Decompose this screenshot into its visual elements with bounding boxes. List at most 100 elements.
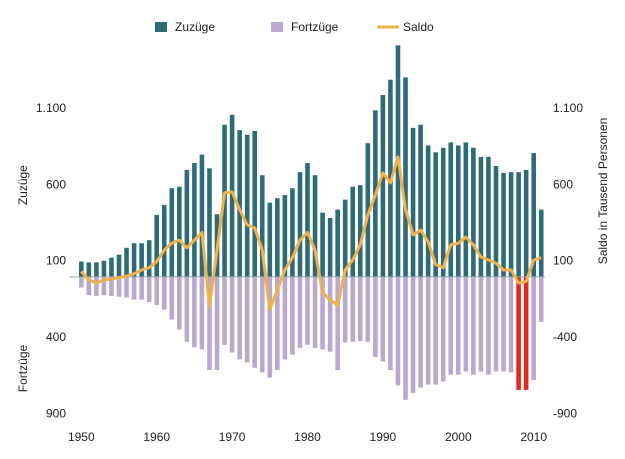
bar bbox=[124, 276, 129, 298]
bar bbox=[501, 172, 506, 277]
bar bbox=[86, 276, 92, 296]
bar bbox=[493, 276, 499, 372]
y-tick-label: 400 bbox=[46, 330, 66, 344]
bar bbox=[425, 145, 431, 277]
bar bbox=[410, 276, 416, 393]
bar bbox=[259, 276, 265, 373]
bar bbox=[252, 130, 258, 277]
bar bbox=[486, 276, 491, 375]
bar bbox=[275, 198, 280, 277]
bar bbox=[440, 147, 446, 277]
y-tick-label: 1.100 bbox=[36, 101, 66, 115]
bar bbox=[199, 276, 205, 350]
bar bbox=[320, 276, 325, 350]
bar bbox=[192, 163, 197, 277]
y-tick-label: 600 bbox=[46, 177, 66, 191]
bar bbox=[169, 188, 175, 277]
bar bbox=[139, 276, 144, 300]
bar bbox=[357, 185, 363, 277]
bar bbox=[478, 276, 484, 372]
bar bbox=[252, 276, 258, 368]
bar bbox=[388, 276, 393, 371]
bar bbox=[297, 276, 303, 348]
bar bbox=[335, 209, 340, 277]
y2-tick-label: 100 bbox=[553, 254, 573, 268]
bar bbox=[79, 261, 84, 277]
bar bbox=[192, 276, 197, 348]
bar bbox=[508, 276, 514, 373]
bar bbox=[109, 276, 114, 296]
bar bbox=[282, 276, 288, 360]
x-tick-label: 1950 bbox=[68, 430, 95, 444]
bar bbox=[177, 276, 182, 330]
bar bbox=[214, 276, 220, 371]
x-tick-label: 1980 bbox=[294, 430, 321, 444]
bar bbox=[116, 276, 122, 297]
bar bbox=[222, 276, 227, 345]
bar bbox=[373, 276, 378, 358]
bar bbox=[94, 276, 99, 296]
bar bbox=[501, 276, 506, 372]
bar bbox=[403, 276, 408, 400]
bar bbox=[455, 276, 461, 375]
y-tick-label: 900 bbox=[46, 407, 66, 421]
bar bbox=[312, 175, 318, 277]
bar bbox=[538, 209, 544, 277]
bar bbox=[229, 276, 235, 353]
bar bbox=[380, 95, 386, 277]
bar bbox=[433, 152, 438, 277]
bar bbox=[79, 276, 84, 288]
bar bbox=[516, 172, 521, 277]
bar bbox=[297, 172, 303, 277]
bar bbox=[463, 276, 469, 372]
bar bbox=[161, 276, 167, 310]
bar bbox=[275, 276, 280, 371]
bar bbox=[516, 276, 521, 390]
bar bbox=[305, 163, 310, 277]
bar bbox=[146, 276, 152, 303]
bar bbox=[290, 188, 295, 277]
legend-label: Saldo bbox=[403, 20, 434, 34]
y-axis-title: Fortzüge bbox=[16, 345, 30, 393]
bar bbox=[207, 168, 212, 277]
bar bbox=[282, 195, 288, 277]
bar bbox=[455, 145, 461, 277]
bar bbox=[538, 276, 544, 322]
bar bbox=[94, 262, 99, 277]
bar bbox=[86, 262, 92, 277]
bar bbox=[177, 186, 182, 277]
bar bbox=[131, 243, 137, 277]
bar bbox=[244, 134, 250, 277]
bar bbox=[184, 169, 190, 277]
bar bbox=[101, 260, 107, 277]
bar bbox=[425, 276, 431, 385]
bar bbox=[350, 276, 356, 342]
bar bbox=[237, 130, 242, 277]
bar bbox=[229, 114, 235, 277]
bar bbox=[493, 166, 499, 277]
bar bbox=[109, 257, 114, 277]
bar bbox=[508, 172, 514, 277]
bar bbox=[440, 276, 446, 382]
y-axis-title: Zuzüge bbox=[16, 165, 30, 205]
y2-tick-label: -400 bbox=[553, 330, 577, 344]
bar bbox=[131, 276, 137, 300]
bar bbox=[327, 218, 333, 277]
bar bbox=[305, 276, 310, 345]
bar bbox=[320, 212, 325, 277]
bar bbox=[410, 127, 416, 277]
bar bbox=[267, 276, 273, 378]
bar bbox=[365, 143, 371, 277]
bar bbox=[154, 276, 160, 306]
bar bbox=[531, 153, 536, 277]
bar bbox=[403, 77, 408, 277]
bar bbox=[259, 175, 265, 277]
bar bbox=[448, 142, 454, 277]
bar bbox=[124, 247, 129, 277]
bar bbox=[184, 276, 190, 342]
x-tick-label: 2010 bbox=[520, 430, 547, 444]
legend-label: Fortzüge bbox=[291, 20, 339, 34]
bar bbox=[207, 276, 212, 371]
